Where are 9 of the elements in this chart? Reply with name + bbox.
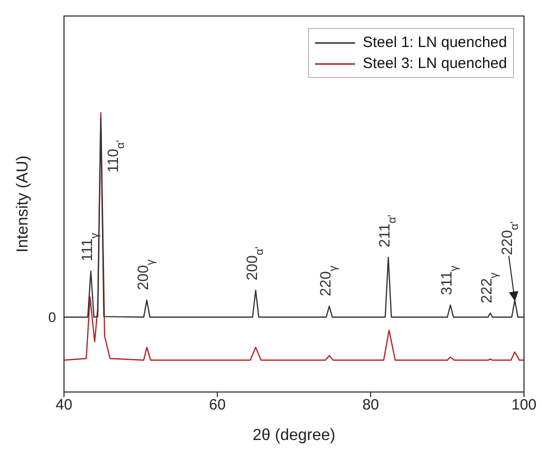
x-tick-label: 60 [208,396,226,414]
legend-label: Steel 1: LN quenched [362,33,507,53]
legend-label: Steel 3: LN quenched [362,54,507,74]
annotation: 0 [48,309,56,326]
y-axis-title: Intensity (AU) [14,156,32,252]
x-tick-label: 100 [511,396,537,414]
x-tick-label: 40 [56,396,72,414]
x-tick-label: 80 [362,396,380,414]
x-axis-title: 2θ (degree) [252,427,336,444]
